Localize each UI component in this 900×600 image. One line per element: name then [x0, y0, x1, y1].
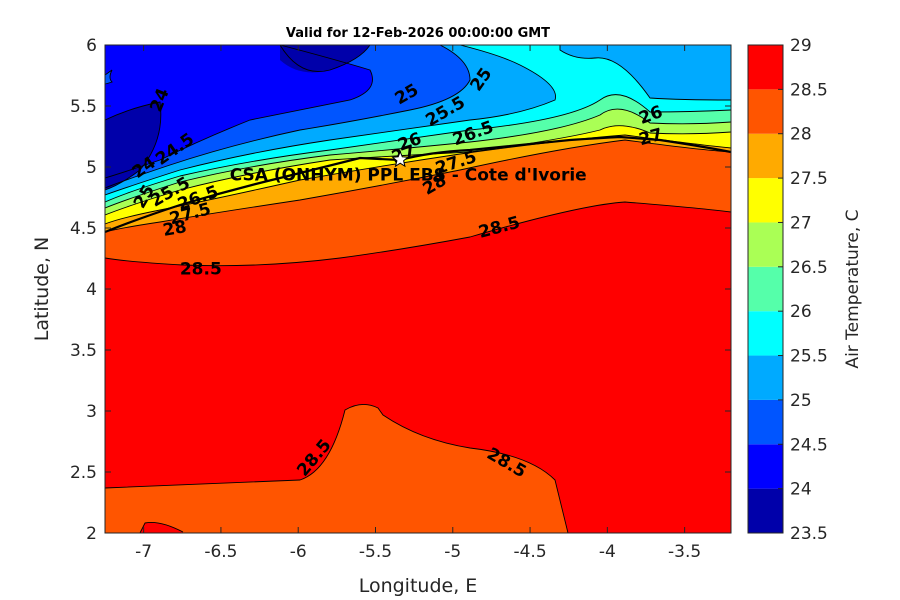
- y-tick-label: 2.5: [70, 463, 97, 483]
- contour-line-28.5-north: [105, 201, 731, 267]
- contour-line-small-west: [105, 69, 113, 85]
- contour-line-25.5-east: [559, 45, 731, 101]
- y-tick-label: 3: [86, 402, 97, 422]
- colorbar: 23.5 24 24.5 25 25.5 26 26.5 27 27.5 28 28.5 29: [747, 36, 828, 544]
- colorbar-swatch: [748, 355, 783, 400]
- colorbar-swatch: [748, 444, 783, 489]
- colorbar-tick-label: 29: [790, 36, 812, 56]
- x-tick-label: -6.5: [204, 542, 237, 562]
- x-tick-label: -4: [599, 542, 616, 562]
- contour-line-28: [105, 139, 731, 233]
- colorbar-swatch: [748, 488, 783, 533]
- y-axis: 2 2.5 3 3.5 4 4.5 5 5.5 6: [70, 36, 731, 544]
- band-23.5-24-north: [280, 45, 370, 73]
- colorbar-swatch: [748, 222, 783, 267]
- colorbar-label: Air Temperature, C: [843, 209, 863, 368]
- contour-line-27.5: [105, 134, 731, 225]
- colorbar-tick-label: 26: [790, 302, 812, 322]
- x-tick-label: -6: [290, 542, 307, 562]
- x-axis-label: Longitude, E: [359, 575, 478, 597]
- band-25-25.5-east: [105, 45, 731, 100]
- y-tick-label: 6: [86, 36, 97, 56]
- colorbar-tick-label: 25.5: [790, 347, 828, 367]
- y-tick-label: 2: [86, 524, 97, 544]
- x-tick-label: -5.5: [359, 542, 392, 562]
- colorbar-tick-label: 24: [790, 480, 812, 500]
- band-23.5-24-west: [105, 102, 161, 190]
- x-tick-label: -3.5: [668, 542, 701, 562]
- coastline: [105, 135, 731, 234]
- colorbar-tick-label: 27: [790, 213, 812, 233]
- colorbar-tick-label: 28: [790, 125, 812, 145]
- colorbar-tick-label: 23.5: [790, 524, 828, 544]
- contour-line-25.5: [105, 45, 556, 196]
- contour-line-24-north: [279, 45, 371, 72]
- band-28-south: [105, 404, 568, 533]
- contour-label: 28: [161, 217, 188, 241]
- contour-lines: [105, 45, 731, 533]
- contour-line-24.5: [105, 45, 373, 179]
- y-tick-label: 5: [86, 158, 97, 178]
- colorbar-tick-label: 28.5: [790, 80, 828, 100]
- x-axis: -7 -6.5 -6 -5.5 -5 -4.5 -4 -3.5: [135, 45, 701, 562]
- contour-label: 28.5: [180, 259, 222, 279]
- colorbar-frame: [747, 44, 784, 534]
- contour-line-28.5-south: [105, 404, 569, 533]
- x-tick-label: -4.5: [513, 542, 546, 562]
- y-tick-label: 4: [86, 280, 97, 300]
- site-star-icon: [391, 150, 410, 168]
- colorbar-tick-label: 25: [790, 391, 812, 411]
- contour-line-24-west: [105, 101, 162, 191]
- site-marker-group: CSA (ONHYM) PPL EBS - Cote d'Ivorie: [230, 150, 587, 186]
- colorbar-tick-label: 26.5: [790, 258, 828, 278]
- colorbar-tick-label: 27.5: [790, 169, 828, 189]
- colorbar-swatch: [748, 133, 783, 179]
- contour-line-28.5-pocket: [139, 521, 184, 533]
- y-tick-label: 3.5: [70, 341, 97, 361]
- y-tick-label: 5.5: [70, 97, 97, 117]
- site-label: CSA (ONHYM) PPL EBS - Cote d'Ivorie: [230, 166, 587, 186]
- colorbar-tick-label: 24.5: [790, 435, 828, 455]
- contour-line-25: [105, 45, 471, 189]
- colorbar-swatch: [748, 311, 783, 356]
- colorbar-swatch: [748, 399, 783, 445]
- colorbar-swatch: [748, 89, 783, 134]
- band-24-24.5: [105, 45, 373, 178]
- x-tick-label: -7: [135, 542, 152, 562]
- colorbar-swatch: [748, 178, 783, 223]
- y-tick-label: 4.5: [70, 219, 97, 239]
- y-axis-label: Latitude, N: [31, 237, 53, 342]
- contour-field: [105, 45, 731, 533]
- x-tick-label: -5: [444, 542, 461, 562]
- colorbar-swatch: [748, 45, 783, 90]
- colorbar-swatch: [748, 266, 783, 312]
- contour-line-26.5: [105, 108, 731, 209]
- chart-title: Valid for 12-Feb-2026 00:00:00 GMT: [286, 26, 550, 41]
- contour-line-27: [105, 125, 731, 216]
- contour-line-26: [105, 94, 731, 203]
- band-28.5-pocket: [140, 522, 183, 533]
